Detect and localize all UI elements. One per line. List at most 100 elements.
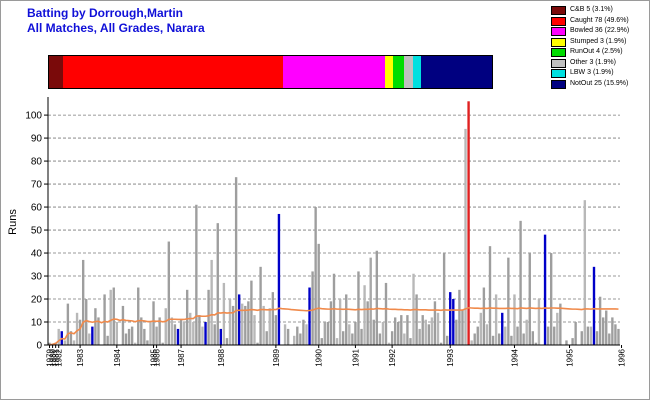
legend-label: Caught 78 (49.6%) bbox=[570, 16, 629, 24]
innings-bar bbox=[225, 338, 229, 345]
legend-item: Caught 78 (49.6%) bbox=[551, 16, 650, 26]
innings-bar bbox=[522, 333, 525, 345]
innings-bar bbox=[207, 289, 210, 345]
innings-bar bbox=[179, 319, 183, 345]
innings-bar bbox=[63, 340, 67, 345]
innings-bar bbox=[201, 326, 204, 345]
legend-item: RunOut 4 (2.5%) bbox=[551, 47, 650, 57]
x-tick-label: 1990 bbox=[315, 348, 324, 366]
innings-bar bbox=[476, 326, 479, 345]
y-tick-label: 30 bbox=[31, 272, 43, 283]
innings-bar bbox=[436, 312, 440, 345]
innings-bar bbox=[525, 319, 528, 345]
legend-label: Bowled 36 (22.9%) bbox=[570, 27, 630, 34]
innings-bar bbox=[338, 299, 342, 345]
innings-bar bbox=[81, 259, 85, 345]
dismissal-segment bbox=[283, 56, 385, 88]
innings-bar bbox=[497, 333, 501, 345]
innings-bar bbox=[143, 328, 146, 345]
innings-bar bbox=[381, 322, 385, 345]
innings-bar bbox=[516, 326, 519, 345]
legend-swatch bbox=[551, 69, 566, 78]
innings-bar bbox=[97, 317, 100, 345]
innings-bar bbox=[48, 342, 51, 345]
innings-bar bbox=[418, 328, 421, 345]
legend-swatch bbox=[551, 6, 566, 15]
innings-bar bbox=[608, 333, 611, 345]
innings-bar bbox=[222, 282, 226, 345]
innings-bar bbox=[259, 266, 262, 345]
innings-bar bbox=[611, 317, 614, 345]
innings-bar bbox=[617, 328, 620, 345]
innings-bar bbox=[237, 294, 241, 345]
innings-bar bbox=[482, 287, 486, 345]
innings-bar bbox=[262, 305, 265, 345]
dismissal-breakdown-bar bbox=[48, 55, 493, 89]
x-tick-label: 1996 bbox=[618, 348, 627, 366]
innings-bar bbox=[256, 342, 259, 345]
innings-bar bbox=[314, 207, 317, 345]
legend-item: LBW 3 (1.9%) bbox=[551, 68, 650, 78]
y-tick-label: 20 bbox=[31, 295, 43, 306]
innings-bar bbox=[320, 338, 323, 345]
innings-bar bbox=[311, 271, 314, 345]
legend-swatch bbox=[551, 37, 566, 47]
innings-bar bbox=[75, 312, 79, 345]
innings-bar bbox=[161, 342, 164, 345]
innings-bar bbox=[253, 315, 256, 345]
innings-bar bbox=[329, 301, 333, 345]
innings-bar bbox=[360, 328, 363, 345]
innings-bar bbox=[556, 312, 559, 345]
innings-bar bbox=[195, 204, 198, 345]
innings-bar bbox=[571, 338, 574, 345]
innings-bar bbox=[149, 322, 152, 345]
innings-bar bbox=[467, 101, 470, 345]
average-line bbox=[49, 306, 619, 346]
innings-bar bbox=[534, 342, 538, 345]
innings-bar bbox=[127, 328, 131, 345]
innings-bar bbox=[170, 317, 174, 345]
innings-bar bbox=[185, 289, 189, 345]
x-tick-label: 1982 bbox=[55, 348, 64, 366]
dismissal-segment bbox=[384, 56, 394, 88]
innings-bar bbox=[574, 322, 577, 345]
innings-bar bbox=[317, 243, 320, 345]
innings-bar bbox=[308, 287, 311, 345]
innings-bar bbox=[158, 317, 161, 345]
innings-bar bbox=[112, 287, 115, 345]
innings-bar bbox=[210, 259, 213, 345]
innings-bar bbox=[439, 342, 443, 345]
innings-bar bbox=[348, 324, 351, 345]
legend-item: Other 3 (1.9%) bbox=[551, 58, 650, 68]
x-tick-label: 1991 bbox=[351, 348, 360, 366]
innings-bar bbox=[400, 315, 403, 345]
innings-bar bbox=[213, 324, 216, 345]
innings-bar bbox=[387, 342, 391, 345]
legend-label: C&B 5 (3.1%) bbox=[570, 6, 613, 13]
x-tick-label: 1995 bbox=[566, 348, 575, 366]
innings-bar bbox=[283, 324, 287, 345]
innings-bar bbox=[507, 257, 510, 345]
innings-bar bbox=[72, 340, 76, 345]
y-tick-label: 0 bbox=[36, 341, 42, 352]
innings-bar bbox=[519, 220, 522, 345]
innings-bar bbox=[485, 324, 489, 345]
legend-label: RunOut 4 (2.5%) bbox=[570, 48, 623, 55]
innings-bar bbox=[553, 326, 556, 345]
chart-subtitle: All Matches, All Grades, Narara bbox=[27, 21, 205, 35]
innings-bar bbox=[473, 333, 476, 345]
innings-bar bbox=[390, 331, 394, 345]
y-axis-label: Runs bbox=[7, 209, 19, 235]
innings-bar bbox=[130, 326, 134, 345]
y-tick-label: 80 bbox=[31, 157, 43, 168]
innings-bar bbox=[66, 303, 70, 345]
innings-bar bbox=[326, 322, 330, 345]
innings-bar bbox=[231, 305, 235, 345]
legend-item: Bowled 36 (22.9%) bbox=[551, 26, 650, 36]
innings-bar bbox=[375, 250, 379, 345]
innings-bar bbox=[345, 294, 348, 345]
innings-bar bbox=[461, 310, 464, 345]
innings-bar bbox=[274, 315, 278, 345]
legend-label: Stumped 3 (1.9%) bbox=[570, 37, 627, 45]
